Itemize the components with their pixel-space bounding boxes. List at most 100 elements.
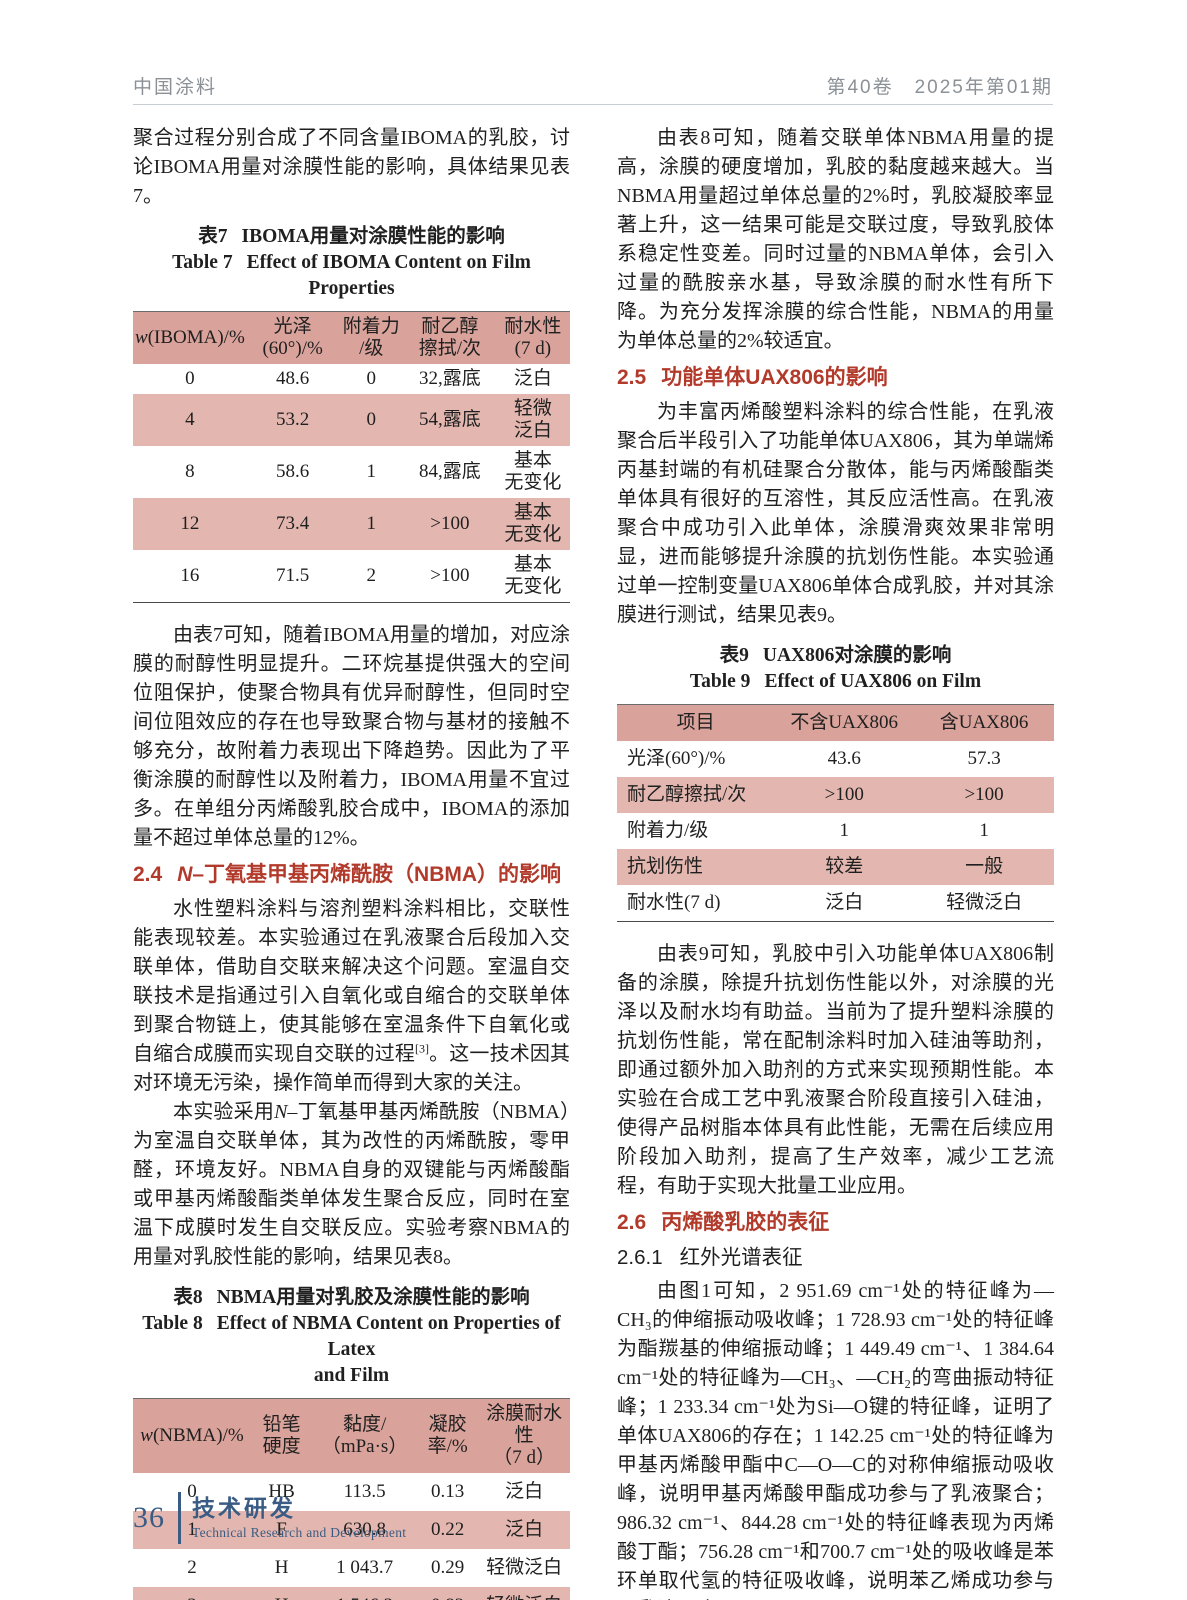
cell: 0.22 (430, 1519, 465, 1540)
col-header: 涂膜耐水性 （7 d） (486, 1403, 563, 1468)
cell: 0 (187, 1481, 197, 1502)
table7-caption-en: Effect of IBOMA Content on Film Properti… (246, 252, 531, 299)
cell: 1 546.3 (312, 1587, 417, 1600)
cell: 3 (133, 1587, 251, 1600)
cell: >100 (430, 513, 470, 534)
table8-title: 表8 NBMA用量对乳胶及涂膜性能的影响 Table 8 Effect of NBM… (133, 1285, 570, 1389)
cell: H (251, 1587, 312, 1600)
table-row: 项目 不含UAX806 含UAX806 (617, 704, 1054, 741)
cell: F (276, 1519, 287, 1540)
cell: 54,露底 (419, 409, 481, 430)
left-column: 聚合过程分别合成了不同含量IBOMA的乳胶，讨论IBOMA用量对涂膜性能的影响，… (133, 124, 570, 1600)
cell: 0 (366, 409, 377, 430)
section-number: 2.6 (617, 1211, 647, 1234)
cell: 泛白 (513, 368, 552, 389)
cell: 轻微泛白 (478, 1587, 570, 1600)
cell: 32,露底 (419, 368, 481, 389)
two-column-body: 聚合过程分别合成了不同含量IBOMA的乳胶，讨论IBOMA用量对涂膜性能的影响，… (133, 124, 1054, 1600)
cell: 48.6 (276, 368, 310, 389)
cell: 0.82 (417, 1587, 478, 1600)
table7-caption-zh: IBOMA用量对涂膜性能的影响 (241, 226, 505, 247)
table-row: 16 71.5 2 >100 基本 无变化 (133, 550, 570, 603)
table9-title: 表9 UAX806对涂膜的影响 Table 9 Effect of UAX806 o… (617, 643, 1054, 695)
cell: 1 (979, 820, 989, 841)
right-column: 由表8可知，随着交联单体NBMA用量的提高，涂膜的硬度增加，乳胶的黏度越来越大。… (617, 124, 1054, 1600)
cell: 一般 (965, 856, 1004, 877)
cell: >100 (430, 565, 470, 586)
table7-title: 表7 IBOMA用量对涂膜性能的影响 Table 7 Effect of IBOMA… (133, 224, 570, 302)
table9-label-zh: 表9 (719, 645, 749, 666)
footer-divider (178, 1492, 181, 1544)
paragraph-2-5: 为丰富丙烯酸塑料涂料的综合性能，在乳液聚合后半段引入了功能单体UAX806，其为… (617, 401, 1054, 626)
cell: 轻微 泛白 (513, 398, 552, 441)
table-row: 4 53.2 0 54,露底 轻微 泛白 (133, 394, 570, 446)
cell: 57.3 (967, 748, 1001, 769)
table-row: 2 H 1 043.7 0.29 轻微泛白 (133, 1549, 570, 1587)
table-row: 1 F 630.8 0.22 泛白 (133, 1511, 570, 1549)
paragraph-table7-discussion: 由表7可知，随着IBOMA用量的增加，对应涂膜的耐醇性明显提升。二环烷基提供强大… (133, 624, 570, 849)
table-row: 耐水性(7 d) 泛白 轻微泛白 (617, 885, 1054, 922)
cell: 基本 无变化 (504, 554, 562, 597)
col-header: 不含UAX806 (790, 712, 899, 733)
cell: 抗划伤性 (627, 856, 704, 877)
cell: 71.5 (276, 565, 310, 586)
table9-label-en: Table 9 (689, 671, 751, 692)
table8-caption-zh: NBMA用量对乳胶及涂膜性能的影响 (216, 1287, 530, 1308)
cell: 0 (366, 368, 377, 389)
cell: 630.8 (343, 1519, 386, 1540)
table7-label-zh: 表7 (198, 226, 228, 247)
col-header: 附着力 /级 (342, 316, 400, 359)
section-heading-2-6-1: 2.6.1 红外光谱表征 (617, 1243, 1054, 1273)
col-header: 凝胶 率/% (427, 1414, 468, 1457)
table-row: 3H1 546.30.82轻微泛白 (133, 1587, 570, 1600)
paragraph-intro: 聚合过程分别合成了不同含量IBOMA的乳胶，讨论IBOMA用量对涂膜性能的影响，… (133, 127, 570, 207)
table7-label-en: Table 7 (172, 252, 233, 273)
col-header: 黏度/ （mPa·s） (321, 1414, 408, 1457)
table-row: 附着力/级 1 1 (617, 813, 1054, 849)
header-rule (133, 104, 1053, 105)
table8-caption-en: Effect of NBMA Content on Properties of … (216, 1313, 561, 1360)
cell: 泛白 (505, 1519, 544, 1540)
table8: w(NBMA)/% 铅笔 硬度 黏度/ （mPa·s） 凝胶 率/% 涂膜耐水性… (133, 1398, 570, 1600)
section-title: 功能单体UAX806的影响 (661, 366, 888, 389)
cell: >100 (824, 784, 864, 805)
running-head: 中国涂料 第40卷 2025年第01期 (133, 72, 1053, 99)
paragraph-2-4-b: 本实验采用N–丁氧基甲基丙烯酰胺（NBMA）为室温自交联单体，其为改性的丙烯酰胺… (133, 1101, 571, 1268)
cell: 0.29 (430, 1557, 465, 1578)
cell: 轻微泛白 (486, 1557, 563, 1578)
cell: 附着力/级 (627, 820, 709, 841)
col-header: w(IBOMA)/% (135, 327, 245, 348)
table9-caption-zh: UAX806对涂膜的影响 (762, 645, 952, 666)
cell: 光泽(60°)/% (627, 748, 726, 769)
cell: 泛白 (505, 1481, 544, 1502)
cell: 73.4 (276, 513, 310, 534)
journal-name: 中国涂料 (133, 77, 218, 98)
cell: 58.6 (276, 461, 310, 482)
section-heading-2-6: 2.6 丙烯酸乳胶的表征 (617, 1208, 1054, 1238)
table-row: 抗划伤性 较差 一般 (617, 849, 1054, 885)
cell: 84,露底 (419, 461, 481, 482)
cell: 16 (180, 565, 200, 586)
col-header: 项目 (676, 712, 715, 733)
section-heading-2-4: 2.4 N–丁氧基甲基丙烯酰胺（NBMA）的影响 (133, 860, 570, 890)
table8-caption-en-line2: and Film (313, 1365, 390, 1386)
table9-caption-en: Effect of UAX806 on Film (764, 671, 982, 692)
col-header: 含UAX806 (939, 712, 1029, 733)
table-row: w(NBMA)/% 铅笔 硬度 黏度/ （mPa·s） 凝胶 率/% 涂膜耐水性… (133, 1398, 570, 1473)
cell: 1 (187, 1519, 197, 1540)
footer-section-zh: 技术研发 (192, 1495, 296, 1521)
section-number: 2.4 (133, 863, 163, 886)
col-header: 耐水性 (7 d) (504, 316, 562, 359)
table8-label-zh: 表8 (173, 1287, 203, 1308)
cell: 1 (366, 461, 377, 482)
paragraph-2-4-a: 水性塑料涂料与溶剂塑料涂料相比，交联性能表现较差。本实验通过在乳液聚合后段加入交… (133, 898, 570, 1094)
table-row: 耐乙醇擦拭/次 >100 >100 (617, 777, 1054, 813)
table-row: 0 HB 113.5 0.13 泛白 (133, 1473, 570, 1511)
cell: 基本 无变化 (504, 502, 562, 545)
cell: >100 (964, 784, 1004, 805)
cell: 113.5 (343, 1481, 386, 1502)
paragraph-2-6-1: 由图1可知，2 951.69 cm⁻¹处的特征峰为—CH₃的伸缩振动吸收峰；1 … (617, 1280, 1054, 1600)
cell: 8 (185, 461, 195, 482)
cell: 基本 无变化 (504, 450, 562, 493)
